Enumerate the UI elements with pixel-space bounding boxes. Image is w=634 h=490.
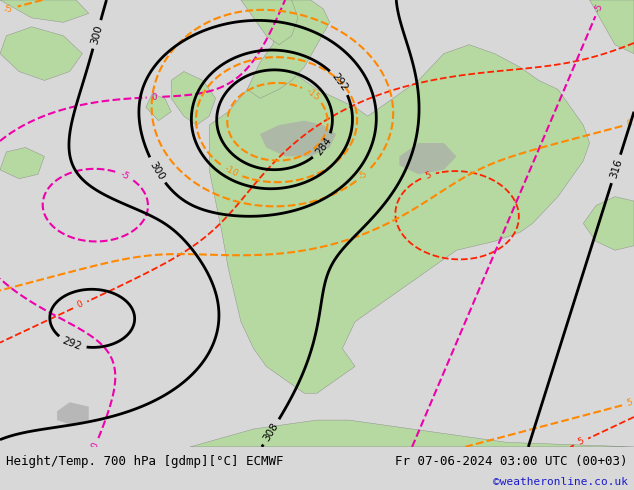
Text: 284: 284 — [313, 136, 333, 157]
Text: 316: 316 — [608, 158, 624, 180]
Text: ©weatheronline.co.uk: ©weatheronline.co.uk — [493, 477, 628, 487]
Text: -10: -10 — [223, 164, 240, 179]
Text: 0: 0 — [626, 119, 634, 129]
Text: 292: 292 — [330, 71, 350, 93]
Text: 5: 5 — [626, 398, 634, 408]
Text: 300: 300 — [148, 159, 166, 181]
Text: -5: -5 — [3, 3, 14, 14]
Text: -5: -5 — [593, 1, 605, 13]
Text: -5: -5 — [358, 169, 370, 181]
Text: 5: 5 — [576, 437, 586, 447]
Text: 308: 308 — [262, 421, 281, 443]
Text: -5: -5 — [119, 170, 131, 182]
Text: 0: 0 — [75, 299, 85, 310]
Text: Fr 07-06-2024 03:00 UTC (00+03): Fr 07-06-2024 03:00 UTC (00+03) — [395, 456, 628, 468]
Text: 292: 292 — [61, 336, 83, 352]
Text: 5: 5 — [424, 171, 432, 181]
Text: 0: 0 — [90, 441, 101, 450]
Text: -15: -15 — [304, 86, 321, 102]
Text: Height/Temp. 700 hPa [gdmp][°C] ECMWF: Height/Temp. 700 hPa [gdmp][°C] ECMWF — [6, 456, 284, 468]
Text: 0: 0 — [152, 93, 158, 102]
Text: 300: 300 — [89, 24, 104, 45]
